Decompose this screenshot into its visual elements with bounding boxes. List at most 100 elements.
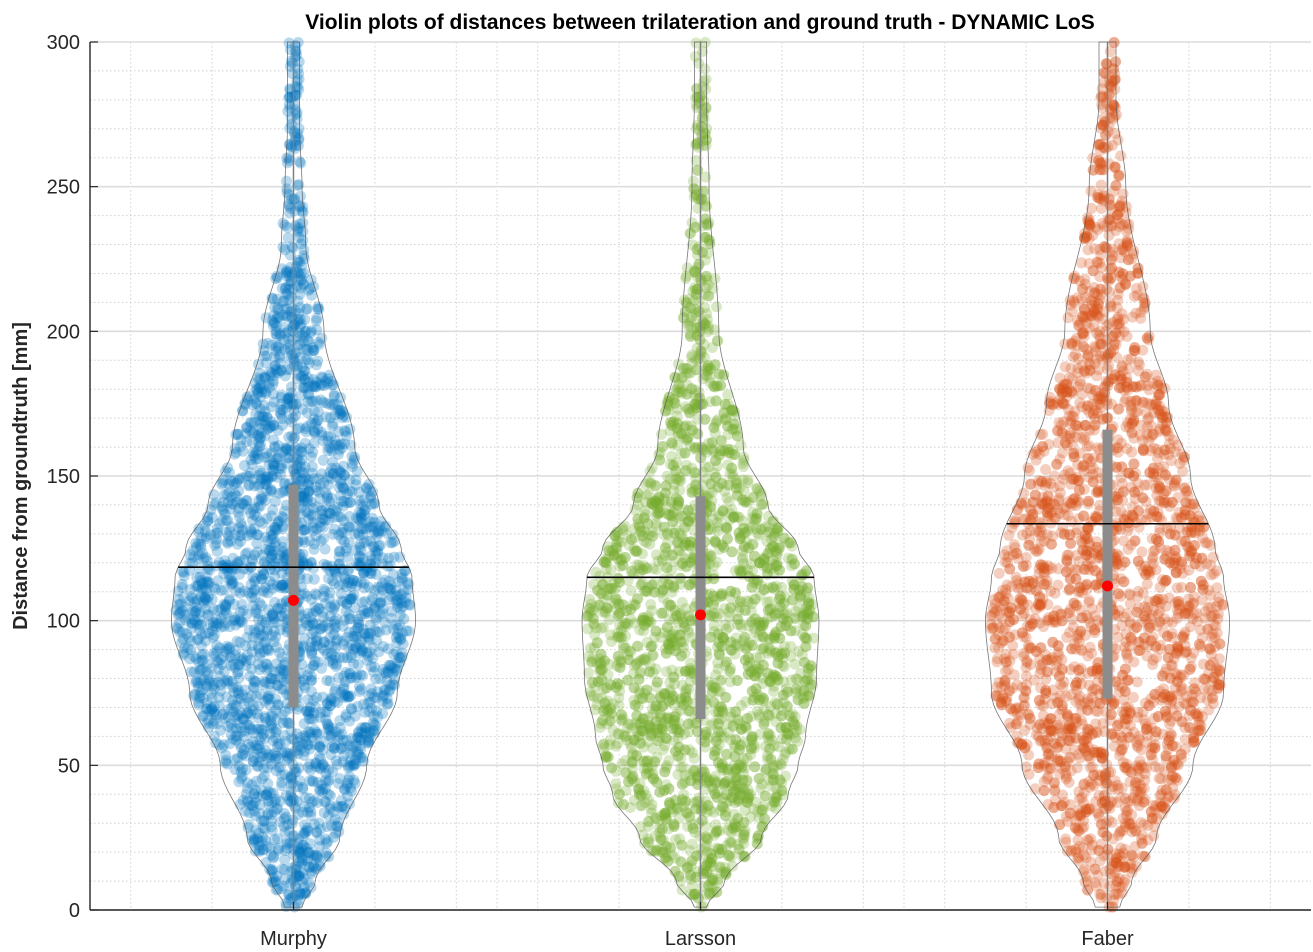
data-point <box>170 621 182 633</box>
data-point <box>644 666 655 678</box>
data-point <box>329 409 341 421</box>
data-point <box>324 700 335 712</box>
data-point <box>272 602 284 614</box>
data-point <box>237 689 248 701</box>
data-point <box>344 511 355 522</box>
data-point <box>355 544 367 556</box>
data-point <box>196 577 208 589</box>
data-point <box>388 535 400 547</box>
data-point <box>338 670 350 682</box>
data-point <box>390 590 402 602</box>
data-point <box>248 833 260 845</box>
data-point <box>705 610 716 621</box>
data-point <box>233 522 245 534</box>
data-point <box>307 775 318 787</box>
data-point <box>267 723 279 735</box>
data-point <box>298 279 310 291</box>
data-point <box>768 685 780 697</box>
data-point <box>588 690 600 702</box>
data-point <box>369 624 381 636</box>
data-point <box>359 706 371 718</box>
data-point <box>354 639 365 651</box>
data-point <box>302 739 314 751</box>
data-point <box>292 314 304 326</box>
data-point <box>297 783 309 795</box>
data-point <box>212 663 224 675</box>
data-point <box>323 764 335 776</box>
data-point <box>730 734 742 746</box>
data-point <box>307 618 319 630</box>
data-point <box>677 761 689 773</box>
data-point <box>302 372 314 384</box>
data-point <box>395 603 407 615</box>
data-point <box>327 456 339 468</box>
data-point <box>215 679 227 691</box>
data-point <box>758 631 769 643</box>
data-point <box>680 603 691 615</box>
data-point <box>396 627 408 639</box>
data-point <box>244 799 256 811</box>
y-axis-label: Distance from groundtruth [mm] <box>10 322 32 630</box>
data-point <box>265 758 277 770</box>
data-point <box>289 128 300 139</box>
data-point <box>329 601 340 613</box>
data-point <box>685 869 696 881</box>
data-point <box>331 471 343 483</box>
data-point <box>293 307 305 319</box>
data-point <box>242 796 254 808</box>
data-point <box>587 612 599 624</box>
data-point <box>286 381 297 393</box>
data-point <box>269 673 281 685</box>
data-point <box>375 596 387 608</box>
data-point <box>339 572 351 584</box>
data-point <box>256 724 268 736</box>
data-point <box>264 699 275 711</box>
data-point <box>705 501 717 513</box>
data-point <box>329 618 341 630</box>
data-point <box>304 846 316 858</box>
violin-points-murphy <box>170 37 416 913</box>
data-point <box>361 606 373 618</box>
data-point <box>345 748 357 760</box>
data-point <box>247 745 259 757</box>
data-point <box>278 665 290 677</box>
data-point <box>323 730 335 741</box>
data-point <box>668 527 680 539</box>
data-point <box>248 682 260 694</box>
data-point <box>262 778 274 790</box>
data-point <box>737 551 749 563</box>
data-point <box>256 427 268 439</box>
data-point <box>216 501 228 512</box>
data-point <box>336 728 348 740</box>
data-point <box>402 584 414 596</box>
data-point <box>200 678 212 690</box>
data-point <box>302 608 314 619</box>
data-point <box>311 851 323 863</box>
data-point <box>205 663 217 675</box>
data-point <box>289 89 301 101</box>
data-point <box>251 690 262 702</box>
data-point <box>294 320 306 332</box>
data-point <box>668 671 680 683</box>
data-point <box>268 457 280 469</box>
data-point <box>312 301 324 313</box>
data-point <box>327 654 339 666</box>
data-point <box>312 728 324 740</box>
data-point <box>268 375 279 387</box>
data-point <box>340 545 352 557</box>
data-point <box>338 495 350 507</box>
data-point <box>368 692 380 703</box>
data-point <box>781 701 793 712</box>
data-point <box>343 642 355 654</box>
data-point <box>281 842 293 854</box>
data-point <box>274 330 286 342</box>
data-point <box>347 593 359 605</box>
data-point <box>296 658 308 670</box>
data-point <box>337 460 349 472</box>
data-point <box>277 296 288 308</box>
data-point <box>708 422 720 434</box>
data-point <box>706 437 718 449</box>
data-point <box>247 704 259 716</box>
data-point <box>309 738 321 750</box>
